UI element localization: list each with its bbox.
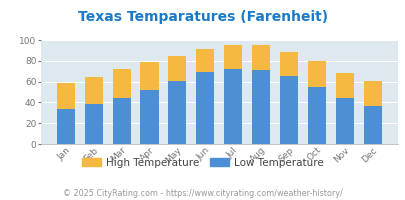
Bar [140,90,158,144]
Bar [335,98,353,144]
Bar [85,77,102,104]
Bar [112,98,130,144]
Bar [279,76,297,144]
Bar [335,73,353,98]
Bar [224,45,242,69]
Text: Texas Temparatures (Farenheit): Texas Temparatures (Farenheit) [78,10,327,24]
Bar [252,70,269,144]
Bar [196,49,214,72]
Bar [57,109,75,144]
Legend: High Temperature, Low Temperature: High Temperature, Low Temperature [78,153,327,172]
Bar [252,45,269,70]
Bar [85,104,102,144]
Bar [362,81,381,106]
Text: © 2025 CityRating.com - https://www.cityrating.com/weather-history/: © 2025 CityRating.com - https://www.city… [63,189,342,198]
Bar [168,81,186,144]
Bar [307,87,325,144]
Bar [362,106,381,144]
Bar [196,72,214,144]
Bar [57,83,75,109]
Bar [140,62,158,90]
Bar [224,69,242,144]
Bar [307,61,325,87]
Bar [112,69,130,98]
Bar [168,56,186,81]
Bar [279,52,297,76]
